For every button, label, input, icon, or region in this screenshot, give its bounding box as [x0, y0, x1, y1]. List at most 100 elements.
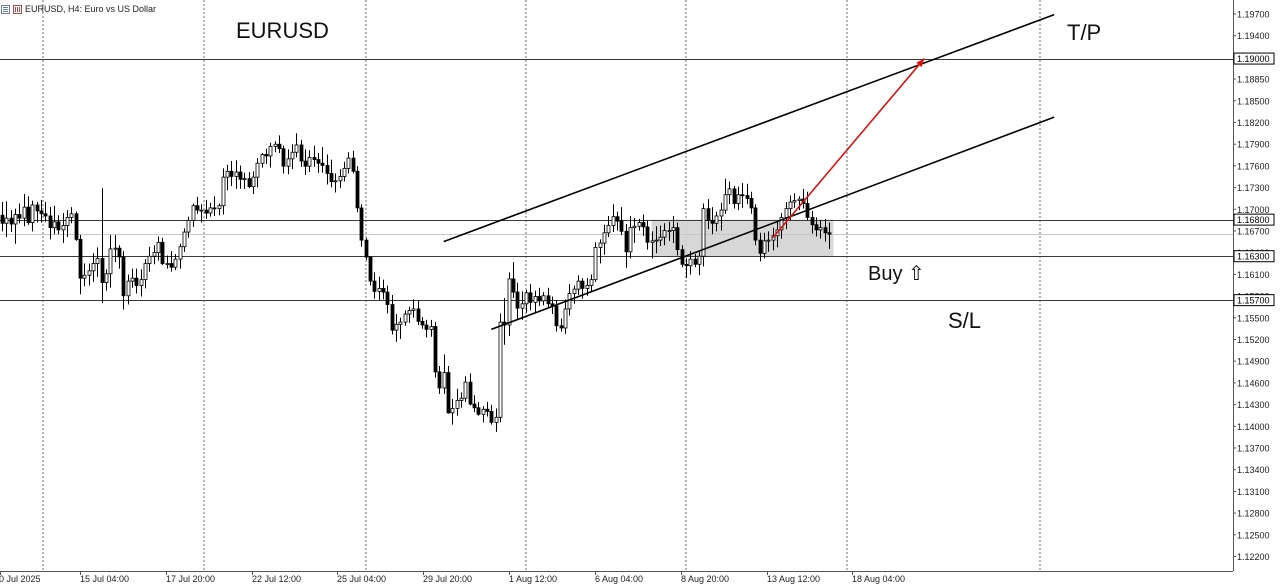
candle-bull [268, 146, 273, 157]
time-tick-label: 1 Aug 12:00 [509, 574, 557, 584]
candle-bear [364, 239, 369, 258]
price-level-box [1233, 213, 1275, 226]
candle-bear [615, 216, 620, 222]
candle-bull [779, 217, 784, 231]
candle-bear [827, 232, 832, 235]
candle-bull [221, 176, 226, 207]
candle-bear [351, 157, 356, 172]
candle-bull [411, 308, 416, 311]
price-tick-label: 1.17300 [1237, 183, 1270, 193]
price-tick-label: 1.14600 [1237, 378, 1270, 388]
candle-bear [303, 160, 308, 167]
candle-bull [191, 205, 196, 221]
candle-bull [394, 323, 399, 331]
candle-bear [740, 194, 745, 197]
candle-bull [165, 263, 170, 265]
candle-bear [546, 295, 551, 305]
candle-bull [139, 279, 144, 286]
channel-upper-line [443, 13, 1055, 243]
candle-bear [204, 209, 209, 214]
candle-bull [69, 213, 74, 218]
price-tick-label: 1.16700 [1237, 227, 1270, 237]
candle-bull [533, 296, 538, 303]
price-tick-label: 1.12200 [1237, 552, 1270, 562]
candle-bear [368, 256, 373, 282]
candle-bear [316, 159, 321, 164]
price-tick-label: 1.18200 [1237, 118, 1270, 128]
price-tick-label: 1.17900 [1237, 140, 1270, 150]
price-level-box [1233, 294, 1275, 307]
candle-bull [13, 214, 18, 225]
candle-bear [749, 197, 754, 209]
candle-bull [95, 258, 100, 264]
candle-bear [624, 230, 629, 253]
candle-bull [251, 176, 256, 188]
channel-lower-line [491, 116, 1055, 331]
candle-bear [433, 326, 438, 373]
candle-bear [753, 207, 758, 241]
candle-bear [9, 217, 14, 225]
time-tick-label: 29 Jul 20:00 [423, 574, 472, 584]
candle-bear [446, 372, 451, 414]
chart-bars-icon[interactable] [13, 4, 22, 14]
candle-bull [797, 198, 802, 201]
price-level-label: 1.16800 [1237, 215, 1270, 225]
candle-bull [784, 208, 789, 218]
candle-bull [91, 263, 96, 272]
candle-bear [416, 308, 421, 322]
annotation-take-profit: T/P [1067, 20, 1102, 45]
candle-bear [472, 403, 477, 409]
candle-bull [147, 255, 152, 264]
symbol-info: EURUSD, H4: Euro vs US Dollar [25, 4, 157, 14]
candle-bull [173, 258, 178, 268]
price-levels [0, 59, 1233, 301]
candle-bull [4, 217, 9, 224]
candle-bull [658, 236, 663, 241]
candle-bear [381, 288, 386, 293]
candle-bear [554, 305, 559, 327]
candle-bull [52, 221, 57, 229]
candles [0, 133, 832, 432]
candle-bull [818, 227, 823, 231]
candle-bear [814, 224, 819, 231]
candle-bear [238, 171, 243, 180]
candle-bear [43, 213, 48, 217]
candle-bear [264, 154, 269, 157]
price-tick-label: 1.17600 [1237, 161, 1270, 171]
candle-bull [762, 240, 767, 254]
candle-bull [727, 188, 732, 196]
candle-bear [758, 239, 763, 254]
candle-bull [788, 201, 793, 210]
candle-bull [442, 372, 447, 389]
time-axis: 10 Jul 2025 15 Jul 04:00 17 Jul 20:00 22 Ju… [0, 571, 905, 584]
chart-list-icon[interactable] [1, 4, 10, 14]
price-tick-label: 1.12500 [1237, 530, 1270, 540]
price-tick-label: 1.18500 [1237, 96, 1270, 106]
candle-bear [277, 143, 282, 150]
candle-bear [195, 205, 200, 211]
candle-bull [30, 204, 35, 223]
candle-bull [407, 309, 412, 315]
candle-bull [182, 231, 187, 248]
time-tick-label: 13 Aug 12:00 [767, 574, 820, 584]
candle-bull [632, 225, 637, 229]
candle-bull [255, 162, 260, 178]
price-level-box [1233, 250, 1275, 263]
candle-bull [186, 219, 191, 233]
candle-bull [225, 170, 230, 178]
time-tick-label: 6 Aug 04:00 [595, 574, 643, 584]
candle-bear [312, 156, 317, 160]
price-tick-label: 1.15500 [1237, 313, 1270, 323]
candle-bull [126, 280, 131, 297]
candle-bear [645, 226, 650, 243]
candle-bull [156, 241, 161, 253]
candle-bull [507, 278, 512, 326]
price-tick-label: 1.17000 [1237, 205, 1270, 215]
target-arrow-head [916, 58, 925, 68]
time-tick-label: 22 Jul 12:00 [252, 574, 301, 584]
candle-bull [286, 158, 291, 167]
annotation-symbol: EURUSD [236, 18, 329, 43]
candle-bear [706, 208, 711, 221]
candle-bull [338, 176, 343, 182]
time-tick-label: 15 Jul 04:00 [80, 574, 129, 584]
